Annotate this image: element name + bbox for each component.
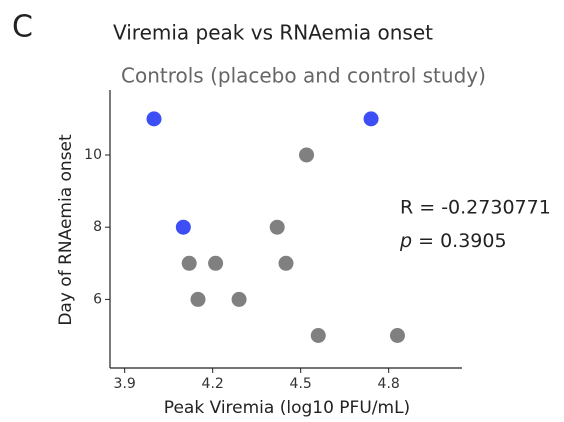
point: [363, 111, 379, 127]
point: [310, 328, 326, 344]
point: [190, 291, 206, 307]
point: [208, 255, 224, 271]
x-axis-label: Peak Viremia (log10 PFU/mL): [164, 398, 410, 418]
y-axis-label: Day of RNAemia onset: [56, 134, 76, 326]
point: [389, 328, 405, 344]
panel-label: C: [12, 10, 33, 45]
x-tick-label: 4.5: [290, 376, 312, 392]
annotation-r: R = -0.2730771: [400, 197, 551, 219]
point: [146, 111, 162, 127]
point: [175, 219, 191, 235]
point: [278, 255, 294, 271]
subtitle: Controls (placebo and control study): [121, 64, 486, 88]
point: [269, 219, 285, 235]
point: [231, 291, 247, 307]
x-tick-label: 3.9: [114, 376, 136, 392]
y-tick-label: 6: [93, 291, 102, 307]
point: [181, 255, 197, 271]
p-value: = 0.3905: [418, 230, 506, 252]
x-tick-label: 4.8: [378, 376, 400, 392]
annotation-p: p = 0.3905: [399, 230, 507, 252]
y-tick-label: 10: [84, 147, 102, 163]
y-tick-label: 8: [93, 219, 102, 235]
chart-title: Viremia peak vs RNAemia onset: [113, 21, 433, 45]
point: [299, 147, 315, 163]
subtitle-box: [113, 60, 553, 96]
x-tick-label: 4.2: [202, 376, 224, 392]
p-symbol: p: [399, 230, 412, 252]
